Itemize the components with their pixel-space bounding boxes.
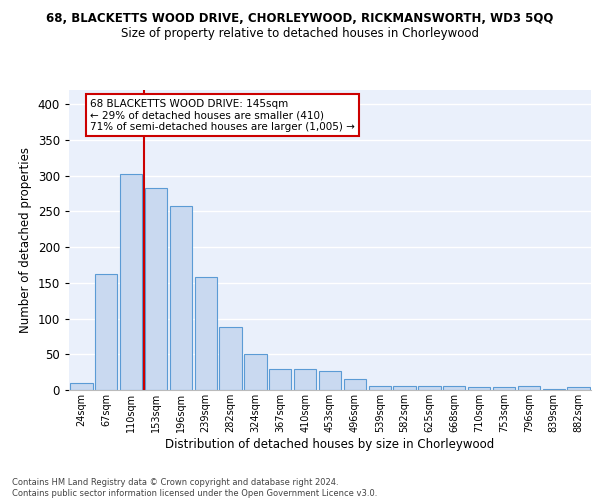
Text: 68 BLACKETTS WOOD DRIVE: 145sqm
← 29% of detached houses are smaller (410)
71% o: 68 BLACKETTS WOOD DRIVE: 145sqm ← 29% of… (90, 98, 355, 132)
Y-axis label: Number of detached properties: Number of detached properties (19, 147, 32, 333)
Bar (518, 386, 540, 390)
Bar (269, 368, 292, 390)
Bar (468, 387, 490, 390)
Bar (70, 383, 92, 390)
Text: Contains HM Land Registry data © Crown copyright and database right 2024.
Contai: Contains HM Land Registry data © Crown c… (12, 478, 377, 498)
Bar (170, 206, 192, 390)
Bar (194, 277, 217, 390)
Bar (443, 386, 466, 390)
Bar (294, 368, 316, 390)
Text: Size of property relative to detached houses in Chorleywood: Size of property relative to detached ho… (121, 28, 479, 40)
Bar (418, 386, 440, 390)
Bar (220, 327, 242, 390)
Bar (568, 387, 590, 390)
Bar (394, 386, 416, 390)
Bar (344, 380, 366, 390)
Bar (244, 354, 266, 390)
Bar (120, 174, 142, 390)
Bar (368, 386, 391, 390)
Text: 68, BLACKETTS WOOD DRIVE, CHORLEYWOOD, RICKMANSWORTH, WD3 5QQ: 68, BLACKETTS WOOD DRIVE, CHORLEYWOOD, R… (46, 12, 554, 26)
Bar (145, 188, 167, 390)
Bar (95, 274, 118, 390)
Bar (319, 372, 341, 390)
Bar (542, 388, 565, 390)
X-axis label: Distribution of detached houses by size in Chorleywood: Distribution of detached houses by size … (166, 438, 494, 450)
Bar (493, 387, 515, 390)
